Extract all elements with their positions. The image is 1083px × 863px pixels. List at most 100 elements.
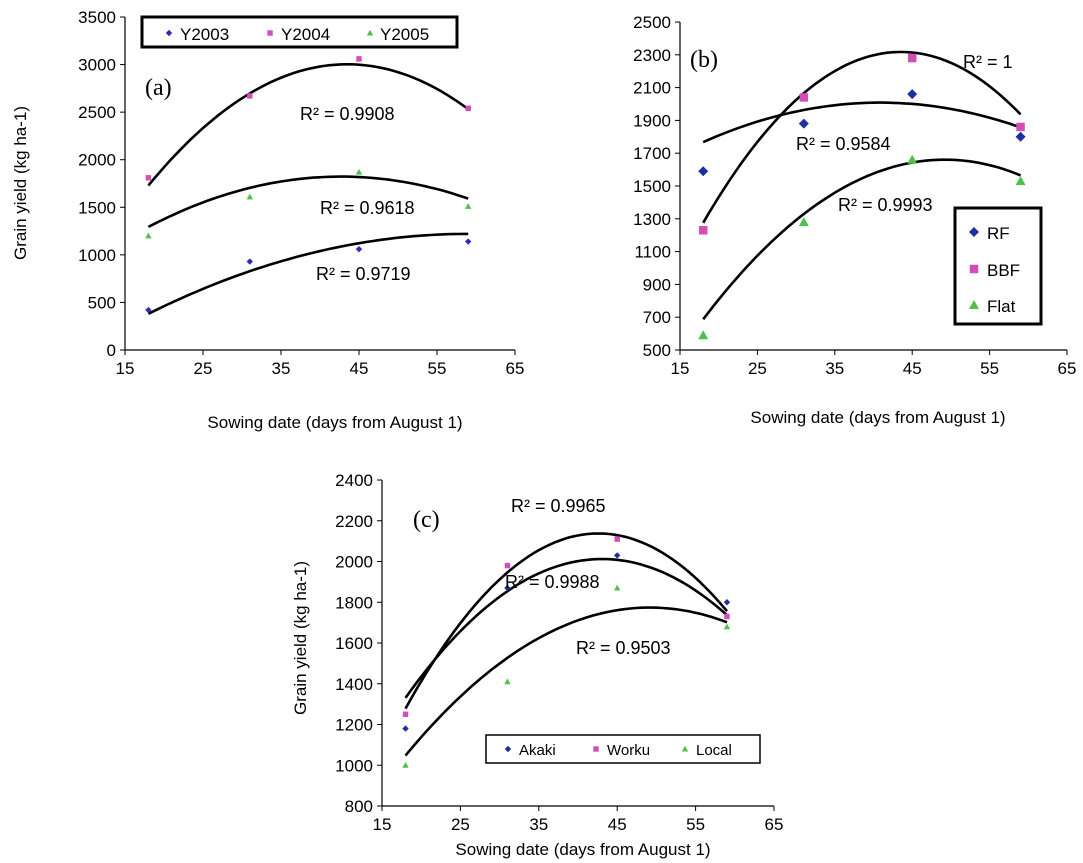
panel-a-point-y2005 (246, 193, 253, 200)
panel-b-x-tick-label: 15 (671, 359, 690, 378)
panel-b-y-tick-label: 2300 (633, 46, 671, 65)
panel-b-y-tick-label: 2100 (633, 79, 671, 98)
panel-a-point-y2003 (465, 238, 472, 245)
panel-c-trendlines (404, 532, 728, 757)
panel-b-y-tick-label: 1500 (633, 177, 671, 196)
panel-c-legend-label-worku: Worku (607, 742, 650, 759)
panel-a-r2-y2004: R² = 0.9908 (300, 104, 395, 124)
panel-a-x-tick-label: 15 (116, 359, 135, 378)
panel-a-legend-swatch-y2003 (165, 29, 173, 37)
panel-b-point-bbf (698, 226, 708, 235)
panel-a-legend-label-y2003: Y2003 (180, 25, 229, 44)
panel-c-points (402, 536, 731, 768)
panel-b-label: (b) (690, 47, 718, 73)
panel-a-x-tick-label: 65 (506, 359, 525, 378)
panel-a-point-y2003 (246, 258, 253, 265)
panel-a-y-tick-label: 1500 (78, 198, 116, 217)
panel-b-point-flat (698, 330, 709, 340)
panel-b-legend-item-flat: Flat (969, 297, 1016, 316)
panel-c-legend-item-local: Local (681, 742, 732, 759)
panel-c-x-tick-label: 55 (686, 815, 705, 834)
panel-b-legend-marker-rf (969, 227, 979, 237)
panel-b-x-tick-label: 45 (903, 359, 922, 378)
panel-b-r2-rf: R² = 0.9584 (796, 134, 891, 154)
panel-b-y-tick-label: 900 (643, 275, 671, 294)
panel-b-y-tick-label: 1900 (633, 111, 671, 130)
panel-b: 15 25 35 45 55 65 500 700 900 1100 1300 1500 1700 190… (633, 13, 1076, 427)
panel-b-x-tick-label: 55 (980, 359, 999, 378)
panel-c: 15 25 35 45 55 65 800 1000 1200 1400 1600 1800 2000 2… (291, 471, 783, 859)
panel-c-legend-item-akaki: Akaki (504, 742, 556, 759)
panel-a: 15 25 35 45 55 65 0 500 1000 1500 2000 2500 3000 3500… (11, 8, 524, 432)
panel-a-legend-swatch-y2004 (267, 30, 273, 36)
panel-c-y-tick-label: 2200 (335, 512, 373, 531)
panel-a-legend-label-y2005: Y2005 (380, 25, 429, 44)
panel-b-point-bbf (907, 53, 917, 63)
panel-c-point-akaki (614, 552, 621, 559)
panel-a-x-tick-label: 55 (428, 359, 447, 378)
panel-c-x-tick-label: 25 (451, 815, 470, 834)
panel-a-y-tick-label: 500 (88, 293, 116, 312)
panel-a-x-tick-label: 45 (350, 359, 369, 378)
panel-a-point-y2004 (145, 175, 152, 181)
panel-a-legend-marker-y2004 (267, 30, 273, 36)
panel-b-point-bbf (799, 93, 809, 102)
panel-c-trendline-akaki (404, 557, 728, 699)
panel-b-point-flat (1015, 176, 1026, 186)
panel-c-point-worku (402, 711, 409, 718)
panel-b-legend-marker-flat (969, 300, 979, 309)
panel-c-y-tick-label: 1000 (335, 756, 373, 775)
panel-c-y-tick-label: 2000 (335, 553, 373, 572)
panel-c-legend-box (485, 734, 761, 764)
panel-b-point-rf (798, 118, 809, 129)
panel-a-legend-marker-y2005 (366, 29, 374, 36)
panel-c-label: (c) (413, 507, 440, 533)
panel-c-point-akaki (402, 725, 409, 732)
panel-c-y-tick-label: 1800 (335, 593, 373, 612)
panel-a-r2-y2003: R² = 0.9719 (316, 264, 411, 284)
panel-b-legend: RF BBF Flat (953, 206, 1043, 326)
panel-c-legend-marker-local (681, 745, 689, 752)
panel-b-legend-marker-bbf (969, 264, 979, 274)
panel-a-trendline-y2004 (147, 63, 469, 187)
panel-b-legend-swatch-bbf (969, 264, 979, 274)
panel-a-legend-label-y2004: Y2004 (281, 25, 330, 44)
panel-a-y-tick-label: 2500 (78, 103, 116, 122)
panel-a-y-tick-label: 0 (107, 341, 116, 360)
panel-c-legend-label-akaki: Akaki (519, 742, 556, 759)
panel-c-point-worku (724, 613, 730, 620)
panel-a-y-tick-label: 3000 (78, 56, 116, 75)
panel-c-legend-label-local: Local (696, 742, 732, 759)
panel-a-y-tick-label: 2000 (78, 151, 116, 170)
panel-b-x-tick-label: 35 (825, 359, 844, 378)
panel-a-trendline-y2005 (147, 175, 469, 229)
panel-c-trendline-local (404, 606, 728, 757)
panel-b-legend-swatch-rf (969, 227, 979, 237)
panel-c-y-axis-label: Grain yield (kg ha-1) (291, 561, 310, 715)
panel-b-trendlines (702, 50, 1022, 321)
panel-c-point-worku (614, 536, 620, 542)
panel-a-points (145, 56, 472, 314)
panel-b-legend-item-bbf: BBF (969, 261, 1020, 280)
panel-a-legend-box (140, 15, 459, 49)
panel-b-y-tick-label: 2500 (633, 13, 671, 32)
panel-a-y-tick-label: 3500 (78, 8, 116, 27)
panel-b-legend-box (953, 206, 1043, 326)
panel-a-legend-item-y2005: Y2005 (366, 25, 429, 44)
panel-b-y-tick-label: 700 (643, 308, 671, 327)
panel-a-x-tick-label: 25 (194, 359, 213, 378)
panel-c-y-tick-label: 800 (345, 797, 373, 816)
panel-b-y-tick-label: 1100 (634, 243, 671, 262)
panel-b-point-rf (907, 89, 918, 100)
panel-b-trendline-rf (702, 101, 1022, 144)
panel-c-x-axis-label: Sowing date (days from August 1) (455, 840, 710, 859)
panel-a-label: (a) (145, 75, 172, 101)
panel-a-legend-swatch-y2005 (366, 29, 374, 36)
panel-b-legend-swatch-flat (969, 300, 979, 309)
panel-b-r2-flat: R² = 0.9993 (838, 195, 933, 215)
panel-c-point-local (614, 584, 621, 591)
panel-c-axes: 15 25 35 45 55 65 800 1000 1200 1400 1600 1800 2000 2… (335, 471, 783, 834)
panel-b-x-tick-label: 65 (1058, 359, 1077, 378)
panel-a-point-y2005 (465, 203, 472, 209)
panel-a-x-axis-label: Sowing date (days from August 1) (207, 413, 462, 432)
